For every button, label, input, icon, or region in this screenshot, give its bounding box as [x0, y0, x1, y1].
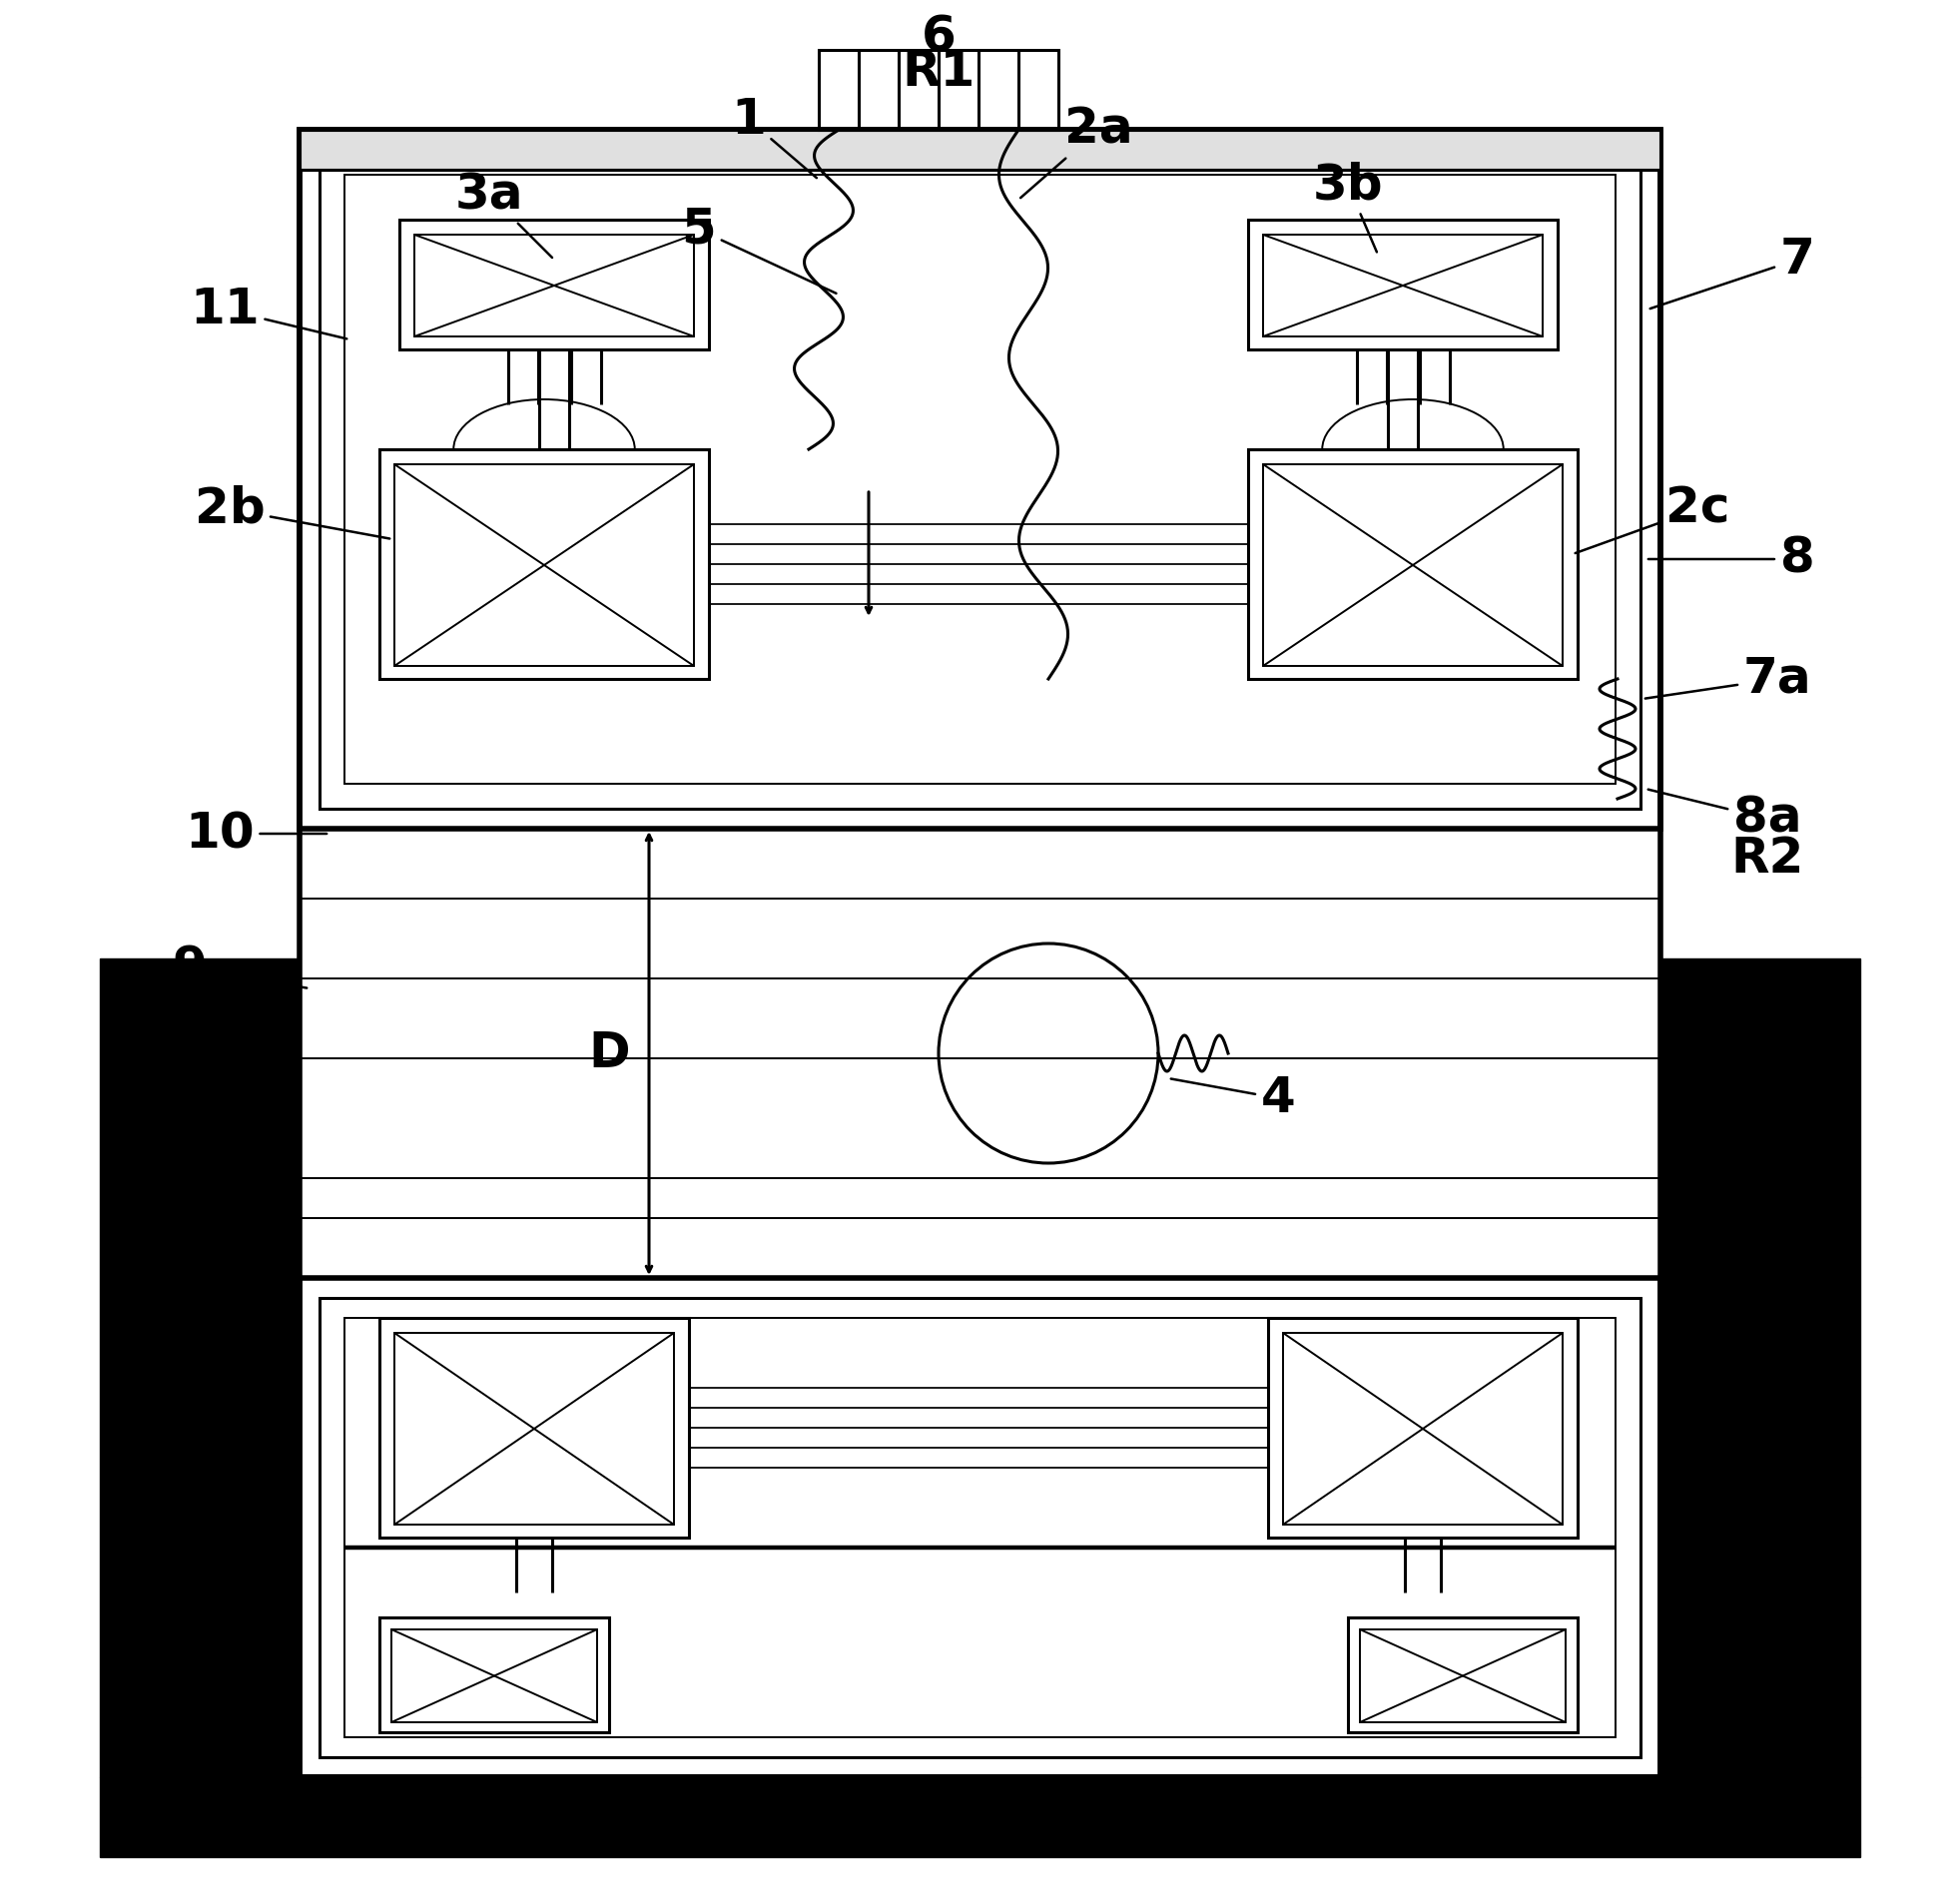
Bar [1660, 958, 1860, 1777]
Bar [1249, 219, 1558, 350]
Text: 2a: 2a [1021, 106, 1133, 198]
Bar [1360, 1629, 1566, 1722]
Text: D: D [588, 1030, 629, 1077]
Bar [100, 1777, 1860, 1858]
Bar [400, 219, 710, 350]
Bar [300, 1278, 1660, 1777]
Bar [394, 1332, 674, 1525]
Text: 2b: 2b [194, 486, 390, 539]
Bar [414, 234, 694, 336]
Text: 9: 9 [172, 945, 308, 992]
Bar [392, 1629, 598, 1722]
Bar [300, 130, 1660, 1777]
Text: 11: 11 [190, 285, 347, 338]
Text: 7: 7 [1650, 236, 1815, 308]
Text: 6: 6 [921, 13, 956, 62]
Text: R2: R2 [1731, 835, 1803, 883]
Bar [300, 130, 1660, 170]
Bar [345, 1317, 1615, 1737]
Bar [319, 1298, 1641, 1758]
Bar [300, 130, 1660, 170]
Bar [1249, 450, 1578, 679]
Text: R1: R1 [902, 47, 976, 96]
Text: 1: 1 [731, 96, 817, 178]
Bar [1262, 465, 1562, 665]
Bar [819, 49, 1058, 130]
Bar [394, 465, 694, 665]
Text: 3a: 3a [455, 170, 553, 257]
Bar [345, 174, 1615, 784]
Text: 8a: 8a [1648, 790, 1801, 843]
Bar [1284, 1332, 1562, 1525]
Text: 8: 8 [1648, 535, 1815, 584]
Text: 4: 4 [1170, 1074, 1296, 1123]
Bar [300, 828, 1660, 1278]
Bar [300, 130, 1660, 828]
Bar [1268, 1317, 1578, 1538]
Bar [100, 958, 300, 1777]
Bar [1348, 1618, 1578, 1733]
Bar [380, 1618, 610, 1733]
Text: 3b: 3b [1313, 161, 1384, 251]
Bar [1262, 234, 1543, 336]
Bar [380, 450, 710, 679]
Bar [380, 1317, 690, 1538]
Text: 2c: 2c [1576, 486, 1729, 554]
Text: 5: 5 [682, 206, 837, 293]
Text: 7a: 7a [1644, 656, 1811, 703]
Bar [319, 149, 1641, 809]
Text: 10: 10 [184, 809, 327, 858]
